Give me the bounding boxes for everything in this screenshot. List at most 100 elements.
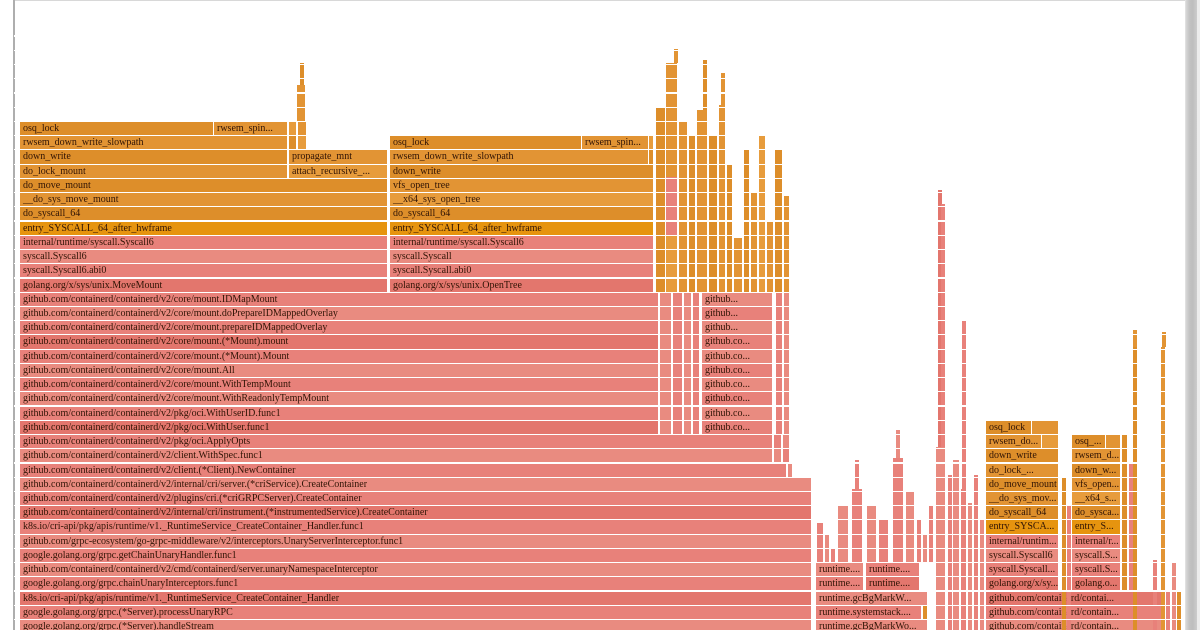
flame-slice[interactable] — [666, 235, 677, 292]
flame-slice[interactable] — [941, 204, 945, 630]
flame-slice[interactable] — [917, 520, 921, 562]
flame-slice[interactable] — [838, 506, 848, 562]
flame-frame[interactable]: do_move_mount — [986, 477, 1058, 491]
flame-frame[interactable]: golang.org/x/sys/unix.OpenTree — [390, 278, 653, 292]
flame-frame[interactable]: github... — [702, 306, 772, 321]
flame-slice[interactable] — [923, 605, 927, 619]
flame-frame[interactable]: vfs_open_tree — [390, 178, 653, 193]
flame-frame[interactable]: syscall.S... — [1072, 548, 1120, 563]
flame-frame[interactable]: github.co... — [702, 406, 772, 420]
flame-frame[interactable]: syscall.S... — [1072, 563, 1120, 577]
flame-slice[interactable] — [1032, 420, 1058, 435]
flame-frame[interactable]: rwsem_spin... — [214, 122, 287, 136]
flame-frame[interactable]: github.com/grpc-ecosystem/go-grpc-middle… — [20, 534, 811, 548]
flame-frame[interactable]: syscall.Syscall6.abi0 — [20, 264, 387, 278]
flame-frame[interactable]: github.co... — [702, 335, 772, 349]
flame-slice[interactable] — [980, 520, 984, 630]
flame-frame[interactable]: do_lock_mount — [20, 164, 287, 178]
flame-frame[interactable]: do_sysca... — [1072, 506, 1120, 520]
flame-slice[interactable] — [852, 489, 862, 562]
flame-slice[interactable] — [719, 105, 725, 292]
flame-slice[interactable] — [689, 135, 695, 292]
flame-frame[interactable]: osq_... — [1072, 435, 1105, 449]
flame-frame[interactable]: github.com/containerd/containerd/v2/inte… — [20, 477, 811, 491]
flame-frame[interactable]: github.com/containerd/contain... — [986, 605, 1163, 619]
flame-frame[interactable]: syscall.Syscall.abi0 — [390, 264, 653, 278]
flame-frame[interactable]: github.com/containerd/containerd/v2/core… — [20, 292, 658, 306]
flame-slice[interactable] — [1166, 592, 1170, 630]
flame-slice[interactable] — [1133, 347, 1137, 630]
flame-frame[interactable]: k8s.io/cri-api/pkg/apis/runtime/v1._Runt… — [20, 520, 811, 534]
flame-frame[interactable]: github.com/containerd/containerd/v2/pkg/… — [20, 435, 772, 449]
flame-slice[interactable] — [666, 63, 677, 177]
flame-frame[interactable]: osq_lock — [390, 136, 581, 150]
flame-slice[interactable] — [784, 292, 789, 434]
flame-slice[interactable] — [649, 136, 653, 150]
flame-frame[interactable]: github.com/containerd/containerd/v2/pkg/… — [20, 406, 658, 420]
flame-frame[interactable]: internal/runtime/syscall.Syscall6 — [20, 235, 387, 250]
flame-frame[interactable]: rwsem_spin... — [582, 136, 648, 150]
flame-frame[interactable]: github.com/containerd/contain... — [986, 620, 1163, 630]
flame-frame[interactable]: google.golang.org/grpc.(*Server).handleS… — [20, 620, 811, 630]
flame-frame[interactable]: attach_recursive_... — [289, 164, 387, 178]
flame-slice[interactable] — [297, 85, 305, 122]
flame-slice[interactable] — [1133, 330, 1137, 347]
flame-frame[interactable]: entry_SYSCALL_64_after_hwframe — [390, 221, 653, 235]
flame-frame[interactable]: runtime.... — [866, 577, 919, 591]
flame-frame[interactable]: golang.org/x/sys/unix.MoveMount — [20, 278, 387, 292]
flame-frame[interactable]: github.com/containerd/containerd/v2/core… — [20, 363, 658, 378]
flame-slice[interactable] — [867, 506, 876, 562]
flame-slice[interactable] — [679, 121, 687, 292]
flame-frame[interactable]: do_lock_... — [986, 463, 1058, 477]
flame-slice[interactable] — [1153, 560, 1157, 630]
flame-slice[interactable] — [953, 460, 959, 630]
flame-frame[interactable]: github.co... — [702, 349, 772, 363]
flame-frame[interactable]: golang.o... — [1072, 577, 1120, 591]
flame-frame[interactable]: osq_lock — [986, 420, 1031, 435]
flame-frame[interactable]: runtime.... — [816, 563, 863, 577]
flame-frame[interactable]: vfs_open... — [1072, 477, 1120, 491]
flame-slice[interactable] — [721, 73, 725, 105]
flame-slice[interactable] — [788, 463, 792, 477]
flame-slice[interactable] — [1129, 464, 1133, 592]
flame-slice[interactable] — [774, 449, 781, 463]
flame-frame[interactable]: do_syscall_64 — [390, 207, 653, 221]
flame-frame[interactable]: do_move_mount — [20, 178, 387, 193]
vertical-scrollbar[interactable] — [1185, 0, 1198, 630]
flame-frame[interactable]: k8s.io/cri-api/pkg/apis/runtime/v1._Runt… — [20, 591, 811, 605]
flame-slice[interactable] — [1042, 435, 1058, 449]
flame-slice[interactable] — [759, 135, 765, 292]
flame-frame[interactable]: github.com/containerd/containerd/v2/plug… — [20, 491, 811, 506]
flame-frame[interactable]: github.com/containerd/containerd/v2/cmd/… — [20, 563, 811, 577]
flame-frame[interactable]: github.co... — [702, 378, 772, 392]
flame-slice[interactable] — [727, 164, 732, 292]
flame-slice[interactable] — [660, 292, 671, 434]
flame-slice[interactable] — [776, 292, 782, 434]
flame-slice[interactable] — [1106, 435, 1120, 449]
flame-slice[interactable] — [767, 220, 773, 292]
flame-slice[interactable] — [300, 63, 304, 85]
flame-frame[interactable]: syscall.Syscall6 — [986, 548, 1058, 563]
flame-slice[interactable] — [825, 535, 829, 562]
flame-frame[interactable]: runtime.... — [816, 577, 863, 591]
flame-frame[interactable]: runtime.gcBgMarkWo... — [816, 620, 927, 630]
flame-slice[interactable] — [775, 150, 782, 292]
flame-frame[interactable]: golang.org/x/sy... — [986, 577, 1058, 591]
flame-slice[interactable] — [674, 49, 678, 63]
flame-slice[interactable] — [684, 292, 691, 434]
flame-slice[interactable] — [896, 430, 900, 458]
flame-frame[interactable]: do_syscall_64 — [20, 207, 387, 221]
flame-frame[interactable]: github.com/containerd/containerd/v2/core… — [20, 392, 658, 406]
flame-slice[interactable] — [697, 110, 707, 292]
flame-frame[interactable]: do_syscall_64 — [986, 506, 1058, 520]
flame-frame[interactable]: github... — [702, 292, 772, 306]
flame-frame[interactable]: github... — [702, 321, 772, 335]
flame-frame[interactable]: github.com/containerd/containerd/v2/core… — [20, 321, 658, 335]
flame-slice[interactable] — [703, 60, 707, 110]
flame-frame[interactable]: rwsem_down_write_slowpath — [20, 136, 287, 150]
flame-frame[interactable]: github.com/containerd/containerd/v2/pkg/… — [20, 420, 658, 435]
flame-frame[interactable]: rwsem_down_write_slowpath — [390, 150, 648, 164]
flame-frame[interactable]: github.co... — [702, 363, 772, 378]
flame-slice[interactable] — [649, 150, 653, 164]
flame-frame[interactable]: __x64_sys_open_tree — [390, 193, 653, 207]
